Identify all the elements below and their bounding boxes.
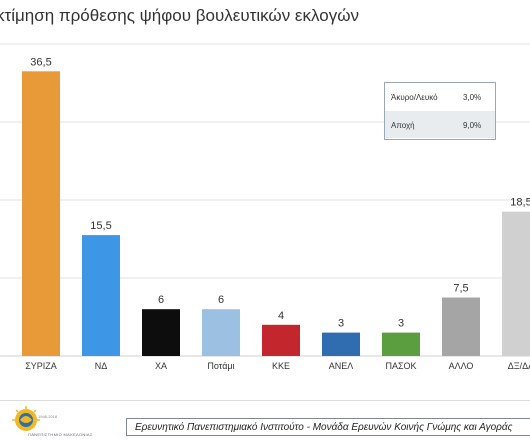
category-label: ΔΞ/ΔΑ [508, 361, 530, 371]
abstention-table: Άκυρο/Λευκό 3,0% Αποχή 9,0% [384, 82, 496, 140]
bar [82, 235, 120, 356]
chart-title: κτίμηση πρόθεσης ψήφου βουλευτικών εκλογ… [0, 6, 359, 25]
category-label: ΑΛΛΟ [449, 361, 474, 371]
bar [322, 332, 360, 356]
category-label: Ποτάμι [207, 361, 234, 371]
category-label: ΝΔ [95, 361, 108, 371]
bar-value-label: 3 [398, 318, 404, 330]
bar-value-label: 7,5 [453, 283, 468, 295]
abstention-label: Αποχή [391, 121, 415, 130]
logo-caption: ΠΑΝΕΠΙΣΤΗΜΙΟ ΜΑΚΕΔΟΝΙΑΣ [28, 432, 93, 437]
blank-vote-label: Άκυρο/Λευκό [391, 93, 438, 102]
bar-value-label: 6 [218, 294, 224, 306]
blank-vote-value: 3,0% [463, 93, 482, 102]
bar [22, 71, 60, 357]
bar-value-label: 3 [338, 318, 344, 330]
university-logo: 1948-2018 [12, 406, 58, 431]
category-label: ΠΑΣΟΚ [385, 361, 416, 371]
bar-value-label: 6 [158, 294, 164, 306]
table-row-abstention: Αποχή 9,0% [385, 111, 495, 138]
bar-value-label: 36,5 [30, 56, 51, 68]
category-label: ΚΚΕ [272, 361, 290, 371]
bar [142, 309, 180, 356]
footer-divider [0, 400, 530, 401]
abstention-value: 9,0% [463, 121, 482, 130]
bar-value-label: 15,5 [90, 220, 111, 232]
logo-year: 1948-2018 [38, 414, 58, 419]
bar-value-label: 4 [278, 310, 284, 322]
bar [202, 309, 240, 356]
bar [262, 324, 300, 356]
category-label: ΧΑ [155, 361, 167, 371]
category-label: ΑΝΕΛ [329, 361, 354, 371]
table-row-blank-vote: Άκυρο/Λευκό 3,0% [385, 83, 495, 110]
bar-chart: 36,5 ΣΥΡΙΖΑ 15,5 ΝΔ 6 ΧΑ 6 Ποτάμι 4 ΚΚΕ 3 ΑΝΕΛ 3 ΠΑΣΟ… [0, 43, 530, 371]
institute-banner: Ερευνητικό Πανεπιστημιακό Ινστιτούτο - Μ… [126, 418, 530, 436]
bar-value-label: 18,5 [510, 197, 530, 209]
bar [442, 297, 480, 356]
bar [502, 211, 530, 356]
category-label: ΣΥΡΙΖΑ [25, 361, 57, 371]
bar [382, 332, 420, 356]
